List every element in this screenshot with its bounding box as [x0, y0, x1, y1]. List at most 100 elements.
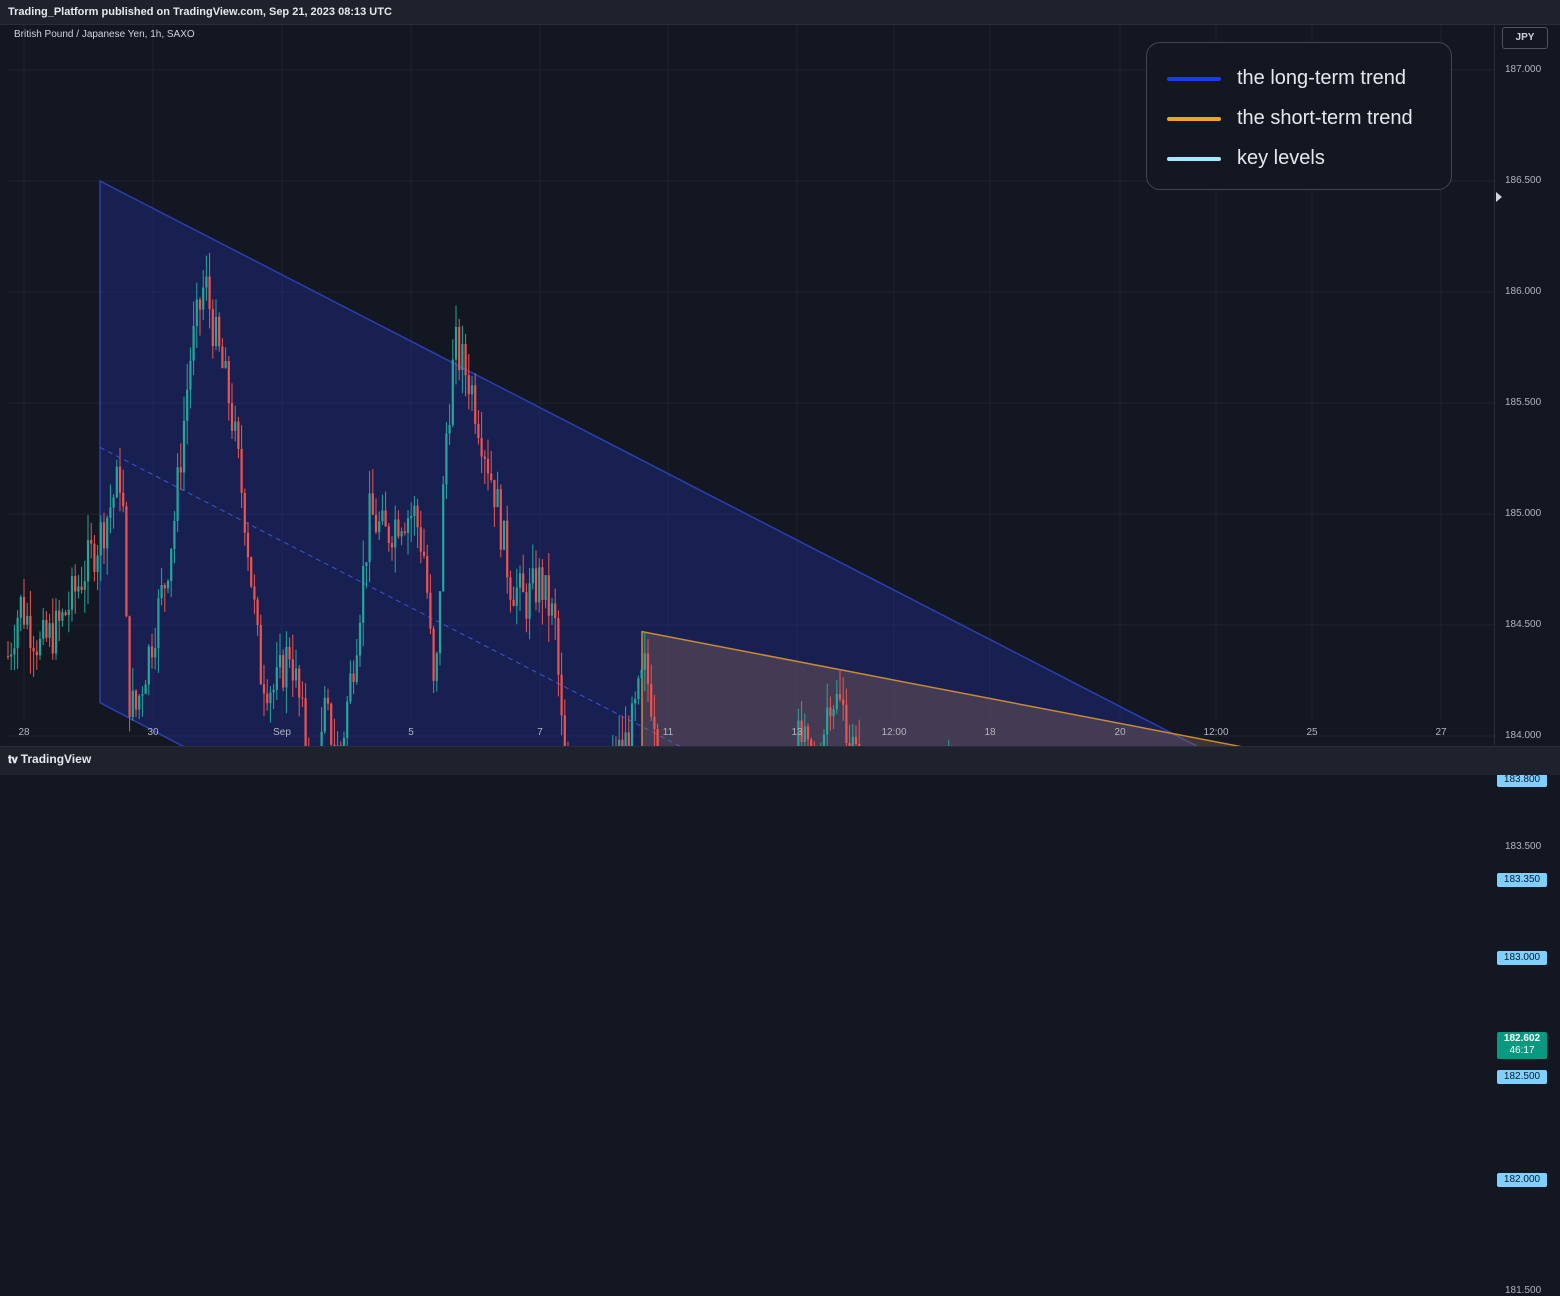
- candle-down: [179, 467, 182, 473]
- legend-label: the long-term trend: [1237, 67, 1406, 89]
- candle-down: [64, 612, 67, 615]
- candle-up: [272, 689, 275, 693]
- candle-up: [154, 648, 157, 658]
- candle-up: [278, 655, 282, 668]
- current-price-value: 182.602: [1503, 1033, 1541, 1045]
- tradingview-logo[interactable]: 𝐭𝐯 TradingView: [8, 752, 91, 767]
- candle-down: [118, 466, 122, 493]
- price-axis[interactable]: [1495, 25, 1560, 745]
- candle-down: [45, 619, 48, 638]
- candle-up: [451, 359, 454, 426]
- candle-down: [243, 492, 246, 533]
- candle-down: [403, 531, 406, 533]
- candle-down: [29, 615, 32, 648]
- candle-down: [560, 674, 563, 716]
- candle-down: [557, 618, 560, 675]
- price-tick-label: 181.500: [1505, 1285, 1542, 1296]
- candle-up: [70, 576, 74, 610]
- candle-down: [262, 684, 266, 694]
- time-tick-label: 18: [984, 727, 996, 738]
- candle-up: [192, 325, 195, 361]
- candle-up: [496, 489, 499, 508]
- candle-up: [160, 585, 163, 599]
- candle-up: [454, 326, 458, 360]
- candle-down: [621, 739, 624, 753]
- candle-up: [147, 646, 150, 685]
- candle-down: [474, 385, 477, 424]
- candle-down: [522, 573, 525, 593]
- candle-up: [400, 531, 403, 537]
- candle-up: [138, 695, 141, 710]
- candle-down: [80, 586, 83, 590]
- candle-up: [538, 567, 541, 603]
- price-tick-label: 185.000: [1505, 508, 1542, 519]
- axis-arrow-icon[interactable]: [1496, 192, 1502, 202]
- currency-button[interactable]: JPY: [1502, 27, 1548, 49]
- candle-up: [368, 493, 371, 563]
- candle-down: [384, 510, 387, 527]
- candle-up: [502, 520, 506, 550]
- key-level-tag: 182.000: [1497, 1173, 1547, 1187]
- candle-up: [406, 518, 410, 533]
- time-tick-label: 11: [662, 727, 674, 738]
- candle-down: [483, 456, 486, 459]
- candle-down: [6, 656, 10, 658]
- price-tick-label: 184.500: [1505, 619, 1542, 630]
- candle-up: [16, 617, 19, 649]
- candle-up: [157, 598, 160, 649]
- candle-up: [42, 619, 45, 639]
- candle-up: [166, 580, 170, 589]
- candle-down: [512, 599, 515, 606]
- candle-up: [202, 287, 205, 310]
- candle-down: [547, 575, 550, 616]
- candle-up: [234, 421, 237, 431]
- long-term-trend-swatch: [1167, 77, 1221, 81]
- candle-down: [51, 623, 54, 654]
- candle-down: [352, 673, 355, 682]
- candle-up: [643, 653, 646, 670]
- key-level-tag: 183.350: [1497, 873, 1547, 888]
- candle-down: [848, 743, 851, 747]
- tradingview-logo-text: TradingView: [20, 752, 92, 766]
- candle-down: [525, 592, 528, 619]
- candle-up: [13, 648, 16, 655]
- candle-down: [806, 726, 810, 740]
- candle-down: [240, 449, 243, 493]
- price-chart[interactable]: [0, 0, 1560, 774]
- candle-down: [374, 514, 378, 533]
- candle-up: [630, 703, 634, 758]
- candle-down: [102, 522, 106, 549]
- legend-label: the short-term trend: [1237, 107, 1413, 129]
- candle-down: [74, 576, 77, 592]
- candle-down: [499, 489, 502, 550]
- candle-down: [480, 438, 483, 457]
- price-axis-divider: [1494, 25, 1495, 745]
- candle-up: [365, 562, 368, 567]
- time-tick-label: 27: [1435, 727, 1447, 738]
- candle-down: [221, 346, 224, 368]
- candle-up: [358, 622, 362, 656]
- time-tick-label: 12:00: [1203, 727, 1229, 738]
- candle-down: [493, 479, 496, 508]
- candle-up: [115, 466, 118, 498]
- candle-down: [390, 543, 394, 548]
- tradingview-logo-icon: 𝐭𝐯: [8, 754, 18, 766]
- candle-down: [125, 506, 128, 617]
- candle-down: [467, 375, 470, 395]
- candle-up: [106, 517, 109, 549]
- candle-down: [259, 624, 262, 685]
- key-level-tag: 183.800: [1497, 773, 1547, 788]
- candle-up: [442, 484, 445, 592]
- candle-up: [378, 521, 381, 533]
- candle-up: [26, 615, 29, 625]
- candle-down: [22, 596, 26, 625]
- candle-up: [544, 575, 547, 600]
- candle-down: [842, 699, 845, 705]
- candle-up: [640, 669, 643, 679]
- candle-up: [176, 467, 179, 521]
- candle-down: [256, 599, 259, 625]
- candle-down: [650, 684, 653, 717]
- price-tick-label: 183.500: [1505, 841, 1542, 852]
- candle-down: [426, 555, 429, 593]
- candle-up: [461, 344, 464, 371]
